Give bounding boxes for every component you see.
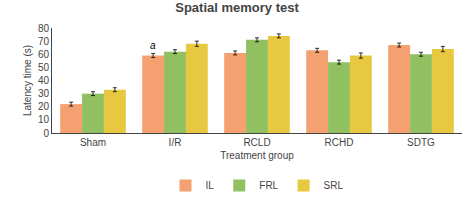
svg-text:20: 20	[38, 101, 50, 112]
svg-text:50: 50	[38, 62, 50, 73]
svg-text:60: 60	[38, 49, 50, 60]
svg-text:Sham: Sham	[80, 137, 106, 148]
svg-text:70: 70	[38, 36, 50, 47]
svg-text:0: 0	[43, 128, 49, 139]
svg-text:Spatial memory test: Spatial memory test	[175, 0, 299, 15]
svg-text:RCLD: RCLD	[243, 137, 270, 148]
svg-text:FRL: FRL	[259, 180, 278, 191]
svg-text:a: a	[150, 40, 156, 51]
svg-text:10: 10	[38, 114, 50, 125]
svg-text:I/R: I/R	[169, 137, 182, 148]
svg-text:80: 80	[38, 23, 50, 34]
svg-text:IL: IL	[206, 180, 215, 191]
svg-text:Treatment group: Treatment group	[220, 150, 294, 161]
svg-text:Latency time (s): Latency time (s)	[22, 45, 33, 116]
svg-text:RCHD: RCHD	[325, 137, 354, 148]
svg-text:40: 40	[38, 75, 50, 86]
svg-text:30: 30	[38, 88, 50, 99]
svg-text:SDTG: SDTG	[407, 137, 435, 148]
svg-text:SRL: SRL	[324, 180, 344, 191]
